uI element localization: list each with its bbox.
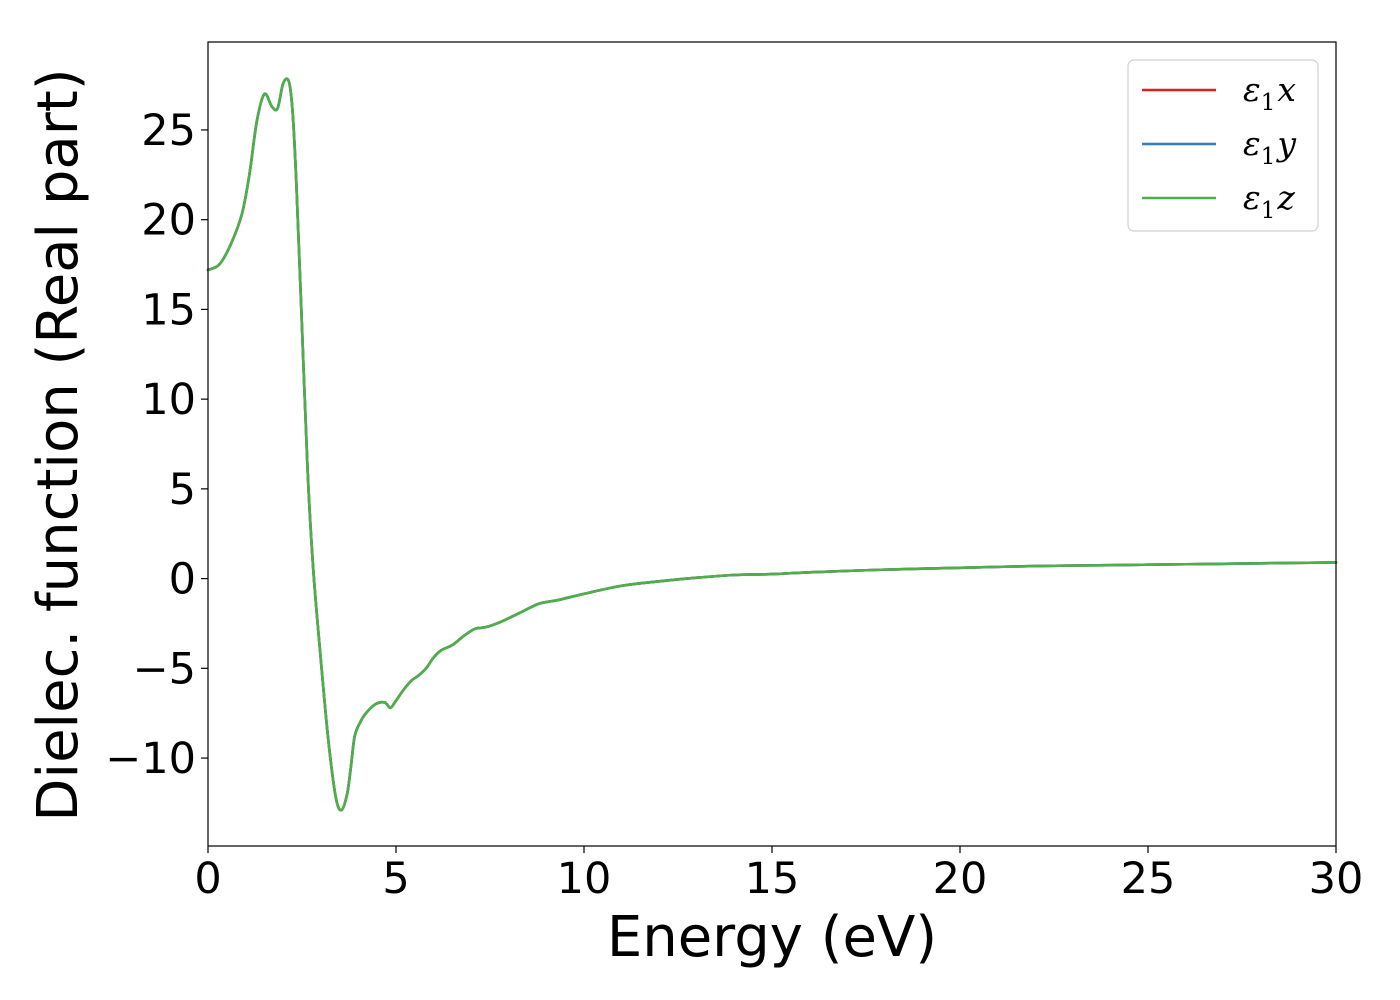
x-tick-label: 15 xyxy=(745,854,800,904)
y-tick-label: 15 xyxy=(141,285,196,335)
series-line-3 xyxy=(206,77,1338,812)
y-axis-title: Dielec. function (Real part) xyxy=(26,68,91,821)
x-tick-label: 0 xyxy=(194,854,221,904)
y-tick-label: −10 xyxy=(105,734,196,784)
x-tick-label: 10 xyxy=(557,854,612,904)
legend-box xyxy=(1127,59,1319,232)
y-tick-label: −5 xyxy=(133,644,196,694)
axes-layer: 0 5 10 15 20 25 30 −10 −5 0 5 10 15 20 25 xyxy=(105,41,1364,904)
y-tick-label: 20 xyxy=(141,196,196,246)
x-tick-label: 30 xyxy=(1309,854,1364,904)
y-tick-label: 0 xyxy=(169,555,196,605)
x-tick-label: 25 xyxy=(1121,854,1176,904)
y-tick-label: 25 xyxy=(141,106,196,156)
y-tick-label: 5 xyxy=(169,465,196,515)
x-tick-label: 5 xyxy=(382,854,409,904)
x-tick-label: 20 xyxy=(933,854,988,904)
legend: ε1x ε1y ε1z xyxy=(1127,59,1319,232)
y-tick-label: 10 xyxy=(141,375,196,425)
legend-label: ε1x xyxy=(1243,70,1296,116)
x-axis-title: Energy (eV) xyxy=(607,905,937,970)
series-layer xyxy=(206,77,1338,812)
legend-label: ε1y xyxy=(1243,124,1296,170)
legend-label: ε1z xyxy=(1243,178,1295,224)
